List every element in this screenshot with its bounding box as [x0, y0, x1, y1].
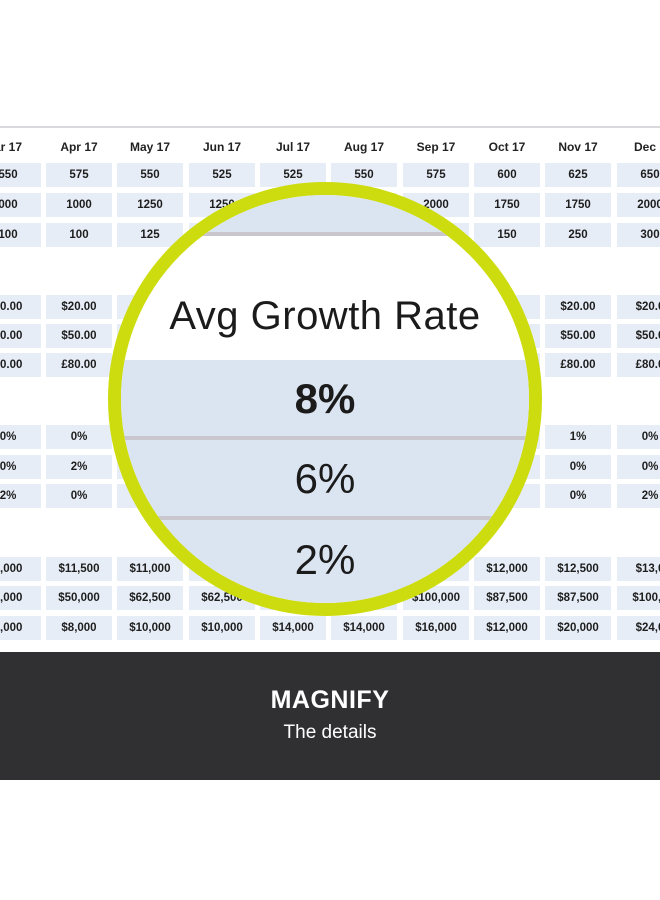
table-cell: 50.00	[0, 324, 41, 348]
table-cell: $11,500	[46, 557, 112, 581]
table-cell: $12,500	[545, 557, 611, 581]
table-cell: 2%	[617, 484, 660, 508]
table-cell: 525	[260, 163, 326, 187]
table-cell: 0%	[46, 484, 112, 508]
table-cell: 525	[189, 163, 255, 187]
table-cell: 0%	[617, 455, 660, 479]
table-cell: $14,000	[260, 616, 326, 640]
table-cell: 100	[0, 223, 41, 247]
magnified-column-header: Avg Growth Rate	[169, 294, 481, 338]
table-cell: 625	[545, 163, 611, 187]
lens-row-band	[121, 360, 529, 436]
table-cell: 650	[617, 163, 660, 187]
banner-subtitle: The details	[283, 722, 377, 743]
magnifier-lens: Avg Growth Rate 8% 6% 2%	[108, 182, 542, 616]
table-cell: 250	[545, 223, 611, 247]
table-cell: 0,000	[0, 586, 41, 610]
table-cell: $100,0	[617, 586, 660, 610]
table-cell: 575	[46, 163, 112, 187]
table-cell: 0%	[545, 484, 611, 508]
table-cell: $20,000	[545, 616, 611, 640]
table-cell: 2%	[0, 484, 41, 508]
table-cell: 0%	[46, 425, 112, 449]
table-cell: $10,000	[189, 616, 255, 640]
table-cell: 550	[0, 163, 41, 187]
month-header: Dec 1	[633, 140, 660, 154]
table-cell: $20.00	[46, 295, 112, 319]
table-cell: $87,500	[545, 586, 611, 610]
table-cell: 2%	[46, 455, 112, 479]
table-cell: 0%	[545, 455, 611, 479]
table-cell: 000	[0, 193, 41, 217]
magnified-value-2: 6%	[294, 455, 356, 502]
table-cell: $50,000	[46, 586, 112, 610]
table-cell: 1750	[545, 193, 611, 217]
table-cell: 0%	[0, 425, 41, 449]
caption-banner: MAGNIFY The details	[0, 652, 660, 780]
lens-row-band	[121, 195, 529, 232]
month-header: Sep 17	[416, 140, 456, 154]
table-cell: £80.00	[46, 353, 112, 377]
table-cell: $13,0	[617, 557, 660, 581]
table-cell: $50.0	[617, 324, 660, 348]
month-header: Nov 17	[558, 140, 598, 154]
table-cell: 0%	[0, 455, 41, 479]
table-cell: $8,000	[46, 616, 112, 640]
table-cell: 80.00	[0, 353, 41, 377]
table-cell: $24,0	[617, 616, 660, 640]
table-cell: $12,000	[474, 616, 540, 640]
table-cell: £80.00	[545, 353, 611, 377]
lens-row-divider	[121, 516, 529, 520]
table-cell: 1000	[46, 193, 112, 217]
table-cell: 550	[117, 163, 183, 187]
table-cell: 3,000	[0, 616, 41, 640]
table-cell: 1,000	[0, 557, 41, 581]
table-cell: 575	[403, 163, 469, 187]
table-cell: $10,000	[117, 616, 183, 640]
table-cell: 20.00	[0, 295, 41, 319]
month-header: Apr 17	[60, 140, 98, 154]
table-top-border	[0, 126, 660, 128]
table-cell: $20.0	[617, 295, 660, 319]
lens-row-band	[121, 440, 529, 516]
lens-row-divider	[121, 436, 529, 440]
magnified-value-1: 8%	[294, 375, 356, 422]
month-header: May 17	[129, 140, 171, 154]
table-cell: $16,000	[403, 616, 469, 640]
table-cell: $20.00	[545, 295, 611, 319]
table-cell: $50.00	[545, 324, 611, 348]
month-header: Aug 17	[343, 140, 384, 154]
magnified-value-3: 2%	[294, 536, 356, 583]
table-cell: $14,000	[331, 616, 397, 640]
table-cell: 100	[46, 223, 112, 247]
table-cell: 300	[617, 223, 660, 247]
banner-title: MAGNIFY	[270, 686, 390, 714]
table-cell: 600	[474, 163, 540, 187]
lens-row-divider	[121, 232, 529, 236]
table-cell: 0%	[617, 425, 660, 449]
table-cell: 2000	[617, 193, 660, 217]
table-cell: 550	[331, 163, 397, 187]
month-header: Jul 17	[275, 140, 311, 154]
table-cell: $50.00	[46, 324, 112, 348]
table-cell: 1%	[545, 425, 611, 449]
month-header: Oct 17	[488, 140, 526, 154]
table-cell: £80.0	[617, 353, 660, 377]
month-header: ar 17	[0, 140, 23, 154]
lens-row-band	[121, 520, 529, 603]
month-header: Jun 17	[202, 140, 241, 154]
